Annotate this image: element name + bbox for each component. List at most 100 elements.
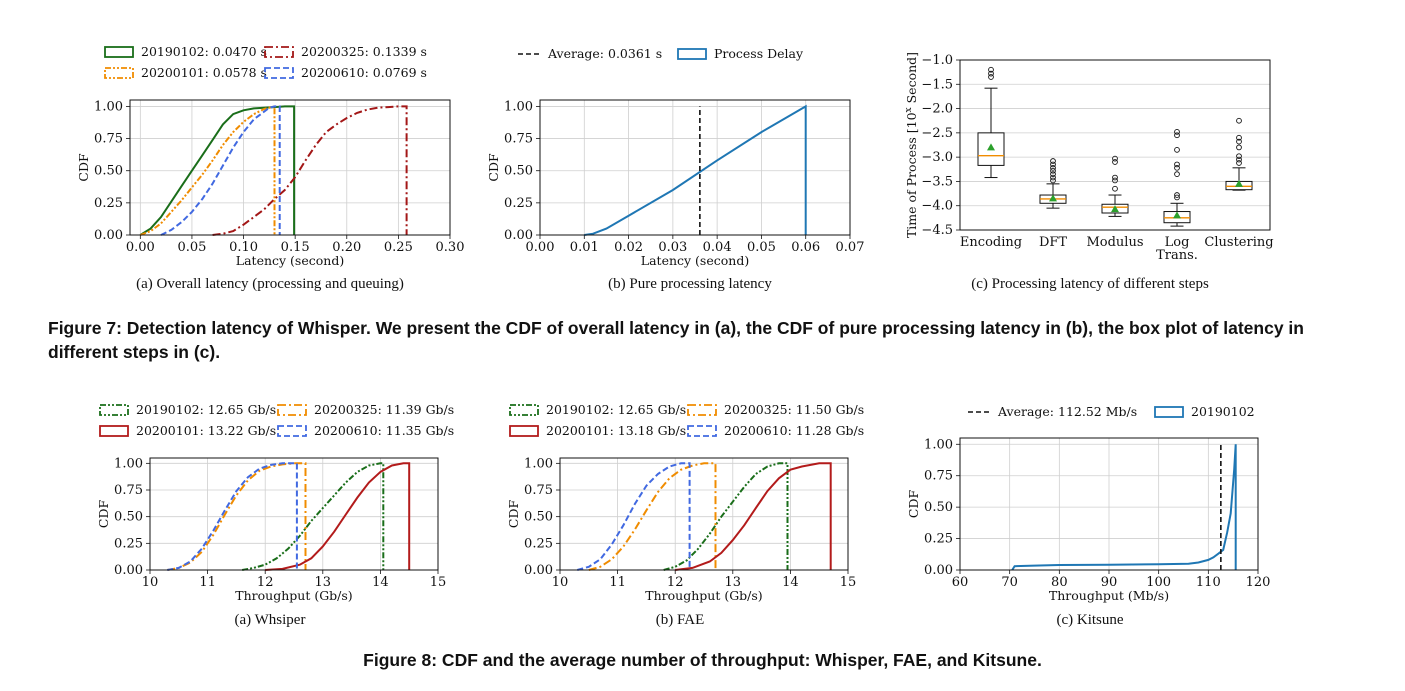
legend-swatch-0	[509, 404, 539, 416]
x-tick-label: 14	[372, 575, 389, 590]
y-tick-label: 0.25	[114, 536, 143, 551]
legend-swatch-3	[687, 425, 717, 437]
legend-swatch-3	[264, 67, 294, 79]
box-flier	[988, 74, 994, 80]
box-flier	[1112, 185, 1118, 192]
y-axis-label: CDF	[96, 500, 111, 529]
y-tick-label: −3.0	[921, 150, 953, 165]
y-tick-label: −1.0	[921, 53, 953, 68]
y-axis-label-exponent: x	[904, 107, 914, 112]
chart-f8b: 10 11 12 13 14 15 0.00 0.25 0.50 0.75 1.00 Throughp…	[490, 398, 870, 613]
legend-swatch-2	[104, 67, 134, 79]
y-tick-label: 0.25	[94, 196, 123, 211]
y-tick-label: 1.00	[524, 456, 553, 471]
series-line-2	[675, 462, 832, 571]
box-mean-marker	[1049, 194, 1057, 202]
legend-label-0: 20190102: 0.0470 s	[141, 44, 267, 59]
box-flier	[1236, 117, 1242, 124]
legend-label-3: 20200610: 0.0769 s	[301, 65, 427, 80]
box-flier	[1236, 138, 1242, 145]
y-tick-label: 0.25	[504, 196, 533, 211]
x-tick-label: 13	[315, 575, 332, 590]
box-flier	[1174, 132, 1180, 139]
series-line-2	[139, 105, 276, 236]
legend-average-label: Average: 0.0361 s	[547, 46, 662, 61]
y-tick-label: −2.0	[921, 102, 953, 117]
box-flier	[1174, 171, 1180, 177]
legend-label-1: 20200325: 11.50 Gb/s	[724, 402, 864, 417]
series-line-1	[588, 462, 717, 571]
series-line-0	[1011, 444, 1237, 571]
fig8-sub-a: (a) Whsiper	[234, 612, 306, 628]
y-tick-label: 0.00	[524, 563, 553, 578]
figure7-caption: Figure 7: Detection latency of Whisper. …	[48, 318, 1304, 362]
box-flier	[1050, 158, 1056, 164]
x-category-label: Modulus	[1086, 235, 1143, 250]
chart-f8c-svg: 60 70 80 90 100 110 120 0.00 0.25 0.50 0.75 1.00 Thr…	[906, 404, 1271, 603]
box-flier	[1236, 153, 1242, 160]
y-tick-label: 0.50	[504, 164, 533, 179]
x-tick-label: 70	[1001, 575, 1018, 590]
series-line-0	[584, 104, 807, 236]
chart-f8b-svg: 10 11 12 13 14 15 0.00 0.25 0.50 0.75 1.00 Throughp…	[506, 402, 864, 603]
chart-f7c-svg: −1.0 −1.5 −2.0 −2.5 −3.0 −3.5 −4.0 −4.5 Encoding…	[904, 52, 1274, 263]
y-tick-label: −1.5	[921, 77, 953, 92]
x-category-label: Log	[1165, 235, 1190, 250]
legend-average-label: Average: 112.52 Mb/s	[997, 404, 1137, 419]
legend-label-0: 20190102: 12.65 Gb/s	[136, 402, 276, 417]
x-tick-label: 100	[1146, 575, 1171, 590]
x-tick-label: 0.05	[747, 240, 776, 255]
box-flier	[1236, 160, 1242, 166]
x-category-label: Encoding	[960, 235, 1022, 250]
legend-swatch-1	[687, 404, 717, 416]
x-tick-label: 120	[1246, 575, 1271, 590]
x-tick-label: 15	[430, 575, 447, 590]
x-tick-label: 80	[1051, 575, 1068, 590]
y-axis-label: CDF	[76, 153, 91, 182]
box-flier	[1236, 134, 1242, 141]
box-flier	[1174, 161, 1180, 168]
y-tick-label: −4.0	[921, 199, 953, 214]
x-tick-label: 60	[952, 575, 969, 590]
figure8-caption: Figure 8: CDF and the average number of …	[363, 650, 1042, 670]
x-tick-label: 0.03	[658, 240, 687, 255]
chart-f7a: 0.00 0.05 0.10 0.15 0.20 0.25 0.30 0.00 0.25 0.50…	[60, 40, 464, 275]
legend-swatch-3	[277, 425, 307, 437]
x-axis-label: Latency (second)	[641, 253, 749, 268]
x-tick-label: 0.25	[384, 240, 413, 255]
x-tick-label: 12	[257, 575, 274, 590]
y-tick-label: 1.00	[94, 99, 123, 114]
chart-f8c: 60 70 80 90 100 110 120 0.00 0.25 0.50 0.75 1.00 Thr…	[900, 398, 1280, 613]
y-tick-label: 0.75	[924, 469, 953, 484]
x-tick-label: 0.20	[332, 240, 361, 255]
x-tick-label: 14	[782, 575, 799, 590]
fig7-sub-a: (a) Overall latency (processing and queu…	[136, 276, 404, 292]
x-tick-label: 0.10	[229, 240, 258, 255]
box-flier	[1050, 171, 1056, 177]
x-tick-label: 12	[667, 575, 684, 590]
series-line-1	[212, 105, 408, 236]
box-flier	[1236, 144, 1242, 151]
y-axis-label-unit: Second]	[904, 52, 919, 107]
legend-swatch-0	[104, 46, 134, 58]
box-flier	[1174, 129, 1180, 135]
x-tick-label: 10	[142, 575, 159, 590]
y-tick-label: −2.5	[921, 126, 953, 141]
plot-frame	[149, 457, 439, 571]
x-tick-label: 0.01	[570, 240, 599, 255]
series-line-1	[167, 462, 307, 571]
x-tick-label: 11	[609, 575, 626, 590]
box-flier	[1050, 161, 1056, 168]
y-tick-label: 0.75	[524, 483, 553, 498]
box-flier	[1112, 159, 1118, 165]
x-tick-label: 110	[1196, 575, 1221, 590]
legend-swatch-1	[277, 404, 307, 416]
series-line-0	[242, 462, 385, 571]
y-tick-label: 0.50	[924, 500, 953, 515]
legend-label-0: Process Delay	[714, 46, 804, 61]
y-axis-label: CDF	[906, 490, 921, 519]
plot-frame	[559, 457, 849, 571]
y-tick-label: 0.25	[924, 532, 953, 547]
y-tick-label: 0.50	[114, 510, 143, 525]
x-tick-label: 0.00	[526, 240, 555, 255]
